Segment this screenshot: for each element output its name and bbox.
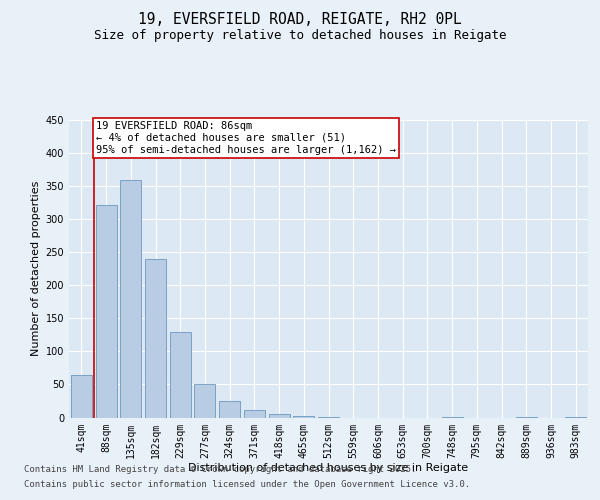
Bar bbox=[219, 401, 240, 417]
Bar bbox=[194, 384, 215, 418]
Bar bbox=[516, 417, 537, 418]
Bar bbox=[71, 374, 92, 418]
Bar bbox=[244, 410, 265, 418]
Text: 19 EVERSFIELD ROAD: 86sqm
← 4% of detached houses are smaller (51)
95% of semi-d: 19 EVERSFIELD ROAD: 86sqm ← 4% of detach… bbox=[96, 122, 396, 154]
Bar bbox=[442, 417, 463, 418]
Text: Size of property relative to detached houses in Reigate: Size of property relative to detached ho… bbox=[94, 28, 506, 42]
Text: 19, EVERSFIELD ROAD, REIGATE, RH2 0PL: 19, EVERSFIELD ROAD, REIGATE, RH2 0PL bbox=[138, 12, 462, 28]
Bar bbox=[318, 417, 339, 418]
Bar bbox=[95, 204, 116, 418]
Y-axis label: Number of detached properties: Number of detached properties bbox=[31, 181, 41, 356]
Text: Contains public sector information licensed under the Open Government Licence v3: Contains public sector information licen… bbox=[24, 480, 470, 489]
Bar bbox=[170, 332, 191, 418]
Bar bbox=[145, 259, 166, 418]
Bar bbox=[120, 180, 141, 418]
Bar bbox=[565, 417, 586, 418]
X-axis label: Distribution of detached houses by size in Reigate: Distribution of detached houses by size … bbox=[188, 463, 469, 473]
Bar bbox=[269, 414, 290, 418]
Bar bbox=[293, 416, 314, 418]
Text: Contains HM Land Registry data © Crown copyright and database right 2025.: Contains HM Land Registry data © Crown c… bbox=[24, 465, 416, 474]
